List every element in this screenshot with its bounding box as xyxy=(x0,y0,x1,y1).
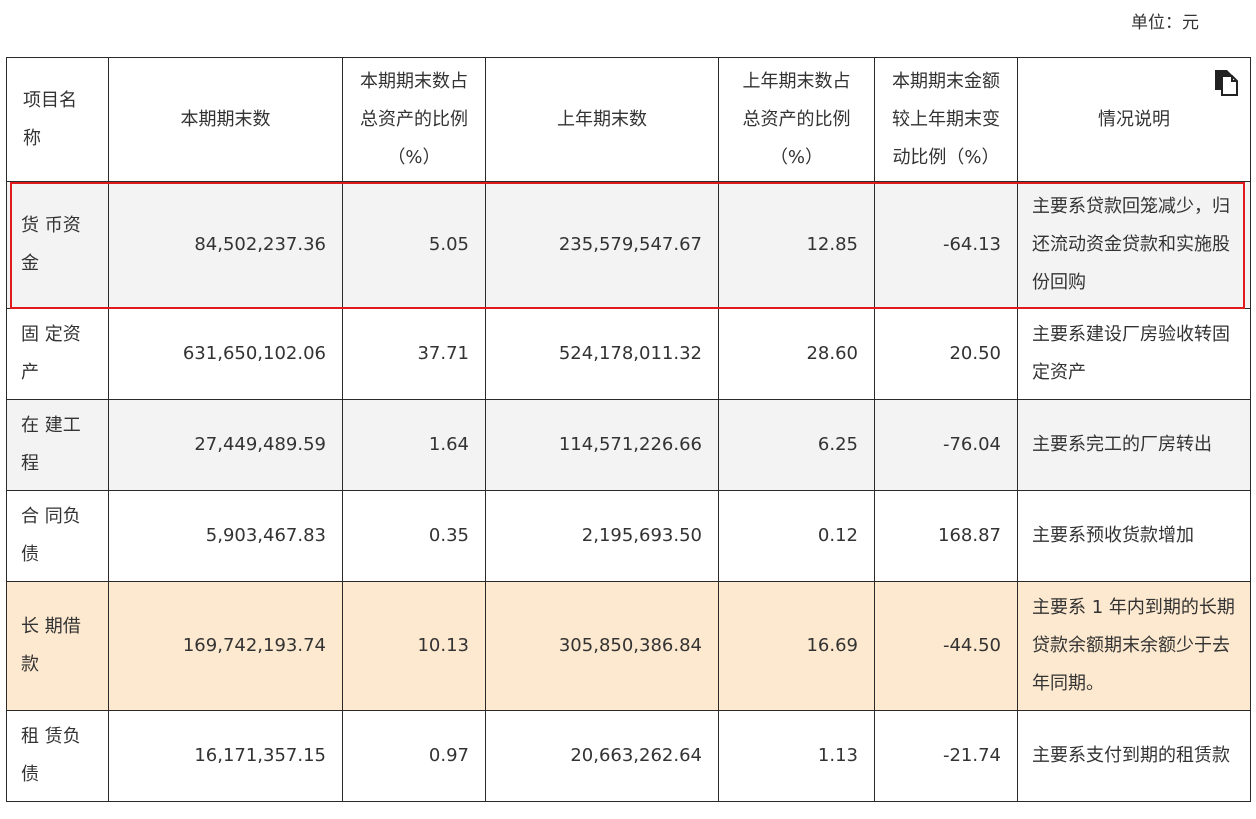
row-note: 主要系 1 年内到期的长期贷款余额期末余额少于去年同期。 xyxy=(1017,581,1251,711)
table-row: 租 赁负债 16,171,357.15 0.97 20,663,262.64 1… xyxy=(6,710,1251,802)
row-prior: 2,195,693.50 xyxy=(485,490,719,582)
row-name: 在 建工程 xyxy=(6,399,109,491)
row-current-ratio: 10.13 xyxy=(342,581,486,711)
row-current-ratio: 5.05 xyxy=(342,181,486,309)
row-name: 货 币资金 xyxy=(6,181,109,309)
row-prior: 305,850,386.84 xyxy=(485,581,719,711)
header-item-name: 项目名称 xyxy=(6,57,109,182)
header-prior: 上年期末数 xyxy=(485,57,719,182)
row-current: 84,502,237.36 xyxy=(108,181,343,309)
table-row: 长 期借款 169,742,193.74 10.13 305,850,386.8… xyxy=(6,581,1251,711)
unit-label: 单位：元 xyxy=(1131,13,1199,33)
header-current-ratio: 本期期末数占总资产的比例（%） xyxy=(342,57,486,182)
header-note: 情况说明 xyxy=(1017,57,1251,182)
row-note: 主要系预收货款增加 xyxy=(1017,490,1251,582)
row-prior-ratio: 12.85 xyxy=(718,181,875,309)
row-current: 631,650,102.06 xyxy=(108,308,343,400)
header-note-label: 情况说明 xyxy=(1098,108,1170,130)
row-change: 20.50 xyxy=(874,308,1018,400)
balance-sheet-table: 项目名称 本期期末数 本期期末数占总资产的比例（%） 上年期末数 上年期末数占总… xyxy=(6,57,1251,802)
table-header-row: 项目名称 本期期末数 本期期末数占总资产的比例（%） 上年期末数 上年期末数占总… xyxy=(6,57,1251,182)
row-change: 168.87 xyxy=(874,490,1018,582)
row-current: 169,742,193.74 xyxy=(108,581,343,711)
row-note: 主要系建设厂房验收转固定资产 xyxy=(1017,308,1251,400)
row-prior: 235,579,547.67 xyxy=(485,181,719,309)
row-name: 固 定资产 xyxy=(6,308,109,400)
row-name: 合 同负债 xyxy=(6,490,109,582)
row-note: 主要系支付到期的租赁款 xyxy=(1017,710,1251,802)
row-current: 27,449,489.59 xyxy=(108,399,343,491)
row-prior-ratio: 28.60 xyxy=(718,308,875,400)
table-row: 固 定资产 631,650,102.06 37.71 524,178,011.3… xyxy=(6,308,1251,400)
table-row: 合 同负债 5,903,467.83 0.35 2,195,693.50 0.1… xyxy=(6,490,1251,582)
row-change: -64.13 xyxy=(874,181,1018,309)
row-current-ratio: 0.97 xyxy=(342,710,486,802)
row-current-ratio: 0.35 xyxy=(342,490,486,582)
row-change: -21.74 xyxy=(874,710,1018,802)
header-change: 本期期末金额较上年期末变动比例（%） xyxy=(874,57,1018,182)
row-name: 租 赁负债 xyxy=(6,710,109,802)
row-current: 5,903,467.83 xyxy=(108,490,343,582)
row-prior-ratio: 16.69 xyxy=(718,581,875,711)
table-row: 货 币资金 84,502,237.36 5.05 235,579,547.67 … xyxy=(6,181,1251,309)
row-current-ratio: 37.71 xyxy=(342,308,486,400)
row-name: 长 期借款 xyxy=(6,581,109,711)
header-current: 本期期末数 xyxy=(108,57,343,182)
row-note: 主要系完工的厂房转出 xyxy=(1017,399,1251,491)
row-prior-ratio: 6.25 xyxy=(718,399,875,491)
row-prior: 524,178,011.32 xyxy=(485,308,719,400)
row-change: -76.04 xyxy=(874,399,1018,491)
row-prior: 20,663,262.64 xyxy=(485,710,719,802)
row-prior: 114,571,226.66 xyxy=(485,399,719,491)
row-current: 16,171,357.15 xyxy=(108,710,343,802)
header-prior-ratio: 上年期末数占总资产的比例（%） xyxy=(718,57,875,182)
row-change: -44.50 xyxy=(874,581,1018,711)
table-row: 在 建工程 27,449,489.59 1.64 114,571,226.66 … xyxy=(6,399,1251,491)
copy-icon[interactable] xyxy=(1212,68,1240,96)
row-current-ratio: 1.64 xyxy=(342,399,486,491)
row-prior-ratio: 1.13 xyxy=(718,710,875,802)
row-note: 主要系贷款回笼减少，归还流动资金贷款和实施股份回购 xyxy=(1017,181,1251,309)
row-prior-ratio: 0.12 xyxy=(718,490,875,582)
